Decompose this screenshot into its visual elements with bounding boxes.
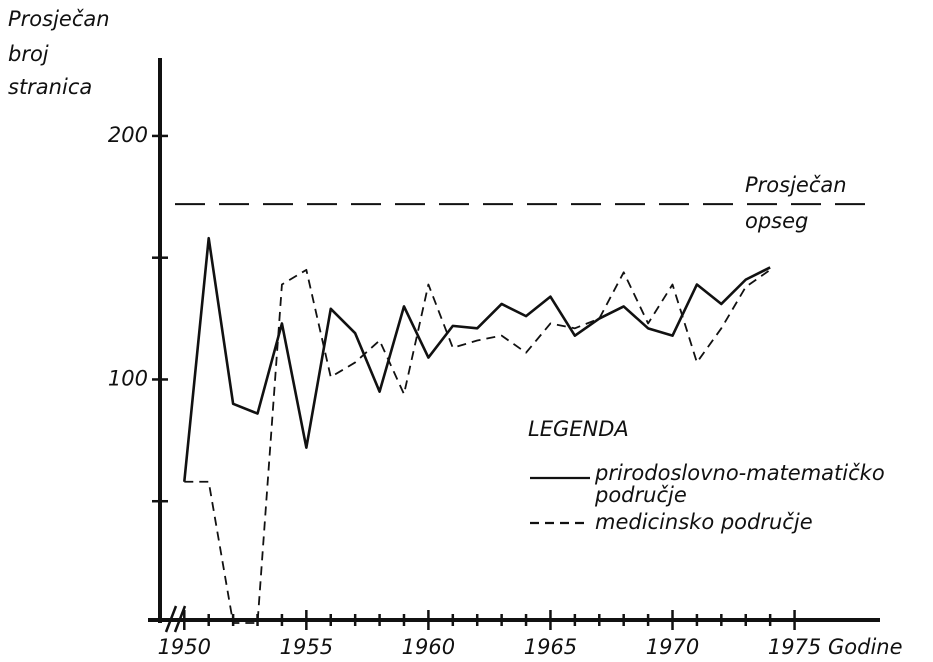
x-tick-label: 1975: [768, 635, 821, 659]
x-tick-label: 1955: [280, 635, 333, 659]
legend-title: LEGENDA: [528, 417, 629, 441]
y-label: broj: [8, 42, 49, 66]
reference-label: Prosječan: [745, 173, 847, 197]
legend-label: prirodoslovno-matematičko područje: [595, 461, 885, 507]
y-label: Prosječan: [8, 7, 110, 31]
reference-label: opseg: [745, 209, 808, 233]
x-tick-label: 1970: [646, 635, 699, 659]
y-tick-label: 100: [108, 366, 148, 390]
y-label: stranica: [8, 75, 92, 99]
x-tick-label: 1960: [402, 635, 455, 659]
legend-label: medicinsko područje: [595, 510, 813, 534]
series-line: [182, 236, 771, 482]
x-tick-label: 1965: [524, 635, 577, 659]
series-line: [184, 268, 771, 624]
x-label: Godine: [828, 635, 903, 659]
x-tick-label: 1950: [158, 635, 211, 659]
y-tick-label: 200: [108, 123, 148, 147]
